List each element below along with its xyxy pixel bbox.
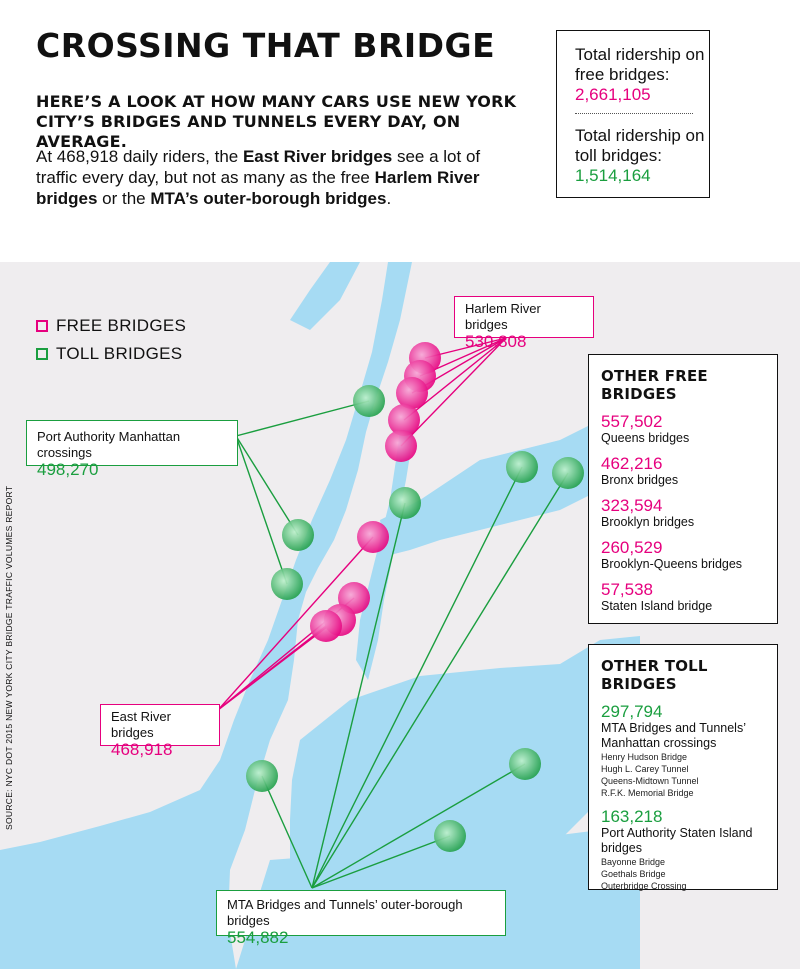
- item-label: Brooklyn-Queens bridges: [601, 557, 743, 571]
- page-title: CROSSING THAT BRIDGE: [36, 26, 496, 65]
- legend-toll: TOLL BRIDGES: [36, 340, 186, 368]
- other-free-item: 462,216 Bronx bridges: [601, 455, 777, 488]
- toll-swatch-icon: [36, 348, 48, 360]
- other-toll-bridges-panel: OTHER TOLL BRIDGES 297,794 MTA Bridges a…: [588, 644, 778, 892]
- other-toll-item: 297,794 MTA Bridges and Tunnels’ Manhatt…: [601, 703, 777, 799]
- item-value: 557,502: [601, 412, 663, 431]
- other-free-bridges-panel: OTHER FREE BRIDGES 557,502 Queens bridges…: [588, 354, 778, 624]
- item-sub: R.F.K. Memorial Bridge: [601, 788, 694, 798]
- item-value: 297,794: [601, 702, 663, 721]
- item-value: 260,529: [601, 538, 663, 557]
- item-sub: Henry Hudson Bridge: [601, 752, 688, 762]
- item-sub: Outerbridge Crossing: [601, 881, 687, 891]
- free-swatch-icon: [36, 320, 48, 332]
- source-note: SOURCE: NYC DOT 2015 NEW YORK CITY BRIDG…: [4, 485, 14, 830]
- item-label: MTA Bridges and Tunnels’ Manhattan cross…: [601, 721, 746, 750]
- other-free-item: 323,594 Brooklyn bridges: [601, 497, 777, 530]
- legend-free-label: FREE BRIDGES: [56, 316, 187, 335]
- callout-label: Harlem River bridges: [465, 301, 541, 332]
- callout-mta-outer-borough: MTA Bridges and Tunnels’ outer-borough b…: [216, 890, 506, 947]
- item-label: Bronx bridges: [601, 473, 679, 487]
- toll-connectors: [235, 400, 569, 889]
- total-free-label: Total ridership on free bridges:: [575, 45, 705, 84]
- callout-label: Port Authority Manhattan crossings: [37, 429, 181, 460]
- legend-free: FREE BRIDGES: [36, 312, 186, 340]
- item-value: 163,218: [601, 807, 663, 826]
- toll-bridge-markers: [246, 385, 584, 852]
- other-free-item: 57,538 Staten Island bridge: [601, 581, 777, 614]
- callout-harlem-river: Harlem River bridges 530,808: [454, 296, 594, 351]
- other-toll-heading: OTHER TOLL BRIDGES: [601, 657, 708, 693]
- other-free-item: 557,502 Queens bridges: [601, 413, 777, 446]
- callout-value: 498,270: [37, 460, 99, 479]
- callout-value: 530,808: [465, 332, 527, 351]
- item-value: 57,538: [601, 580, 653, 599]
- callout-label: MTA Bridges and Tunnels’ outer-borough b…: [227, 897, 463, 928]
- total-toll-value: 1,514,164: [575, 166, 651, 185]
- totals-divider: [575, 113, 693, 114]
- intro-text: At 468,918 daily riders, the East River …: [36, 147, 481, 208]
- total-toll-label: Total ridership on toll bridges:: [575, 126, 705, 165]
- total-free-value: 2,661,105: [575, 85, 651, 104]
- toll-bridge-marker: [506, 451, 538, 483]
- item-sub: Hugh L. Carey Tunnel: [601, 764, 689, 774]
- callout-value: 468,918: [111, 740, 173, 759]
- item-value: 462,216: [601, 454, 663, 473]
- other-toll-item: 163,218 Port Authority Staten Island bri…: [601, 808, 777, 892]
- header: CROSSING THAT BRIDGE HERE’S A LOOK AT HO…: [0, 0, 800, 262]
- toll-bridge-marker: [434, 820, 466, 852]
- legend-toll-label: TOLL BRIDGES: [56, 344, 183, 363]
- callout-label: East River bridges: [111, 709, 171, 740]
- item-value: 323,594: [601, 496, 663, 515]
- item-label: Port Authority Staten Island bridges: [601, 826, 753, 855]
- toll-bridge-marker: [246, 760, 278, 792]
- callout-port-authority: Port Authority Manhattan crossings 498,2…: [26, 420, 238, 479]
- item-label: Brooklyn bridges: [601, 515, 695, 529]
- toll-bridge-marker: [509, 748, 541, 780]
- free-bridge-marker: [396, 377, 428, 409]
- callout-value: 554,882: [227, 928, 289, 947]
- toll-bridge-marker: [552, 457, 584, 489]
- free-bridge-markers: [310, 342, 441, 642]
- item-label: Queens bridges: [601, 431, 690, 445]
- free-bridge-marker: [310, 610, 342, 642]
- item-label: Staten Island bridge: [601, 599, 713, 613]
- free-bridge-marker: [385, 430, 417, 462]
- toll-bridge-marker: [353, 385, 385, 417]
- toll-bridge-marker: [389, 487, 421, 519]
- toll-bridge-marker: [271, 568, 303, 600]
- other-free-heading: OTHER FREE BRIDGES: [601, 367, 708, 403]
- item-sub: Goethals Bridge: [601, 869, 666, 879]
- other-free-item: 260,529 Brooklyn-Queens bridges: [601, 539, 777, 572]
- legend: FREE BRIDGES TOLL BRIDGES: [36, 312, 186, 368]
- map-graphic: [0, 262, 640, 969]
- callout-east-river: East River bridges 468,918: [100, 704, 220, 759]
- item-sub: Bayonne Bridge: [601, 857, 666, 867]
- free-bridge-marker: [388, 404, 420, 436]
- toll-bridge-marker: [282, 519, 314, 551]
- water: [0, 262, 640, 969]
- free-bridge-marker: [357, 521, 389, 553]
- item-sub: Queens-Midtown Tunnel: [601, 776, 699, 786]
- totals-box: Total ridership on free bridges: 2,661,1…: [556, 30, 710, 198]
- page-subtitle: HERE’S A LOOK AT HOW MANY CARS USE NEW Y…: [36, 92, 517, 151]
